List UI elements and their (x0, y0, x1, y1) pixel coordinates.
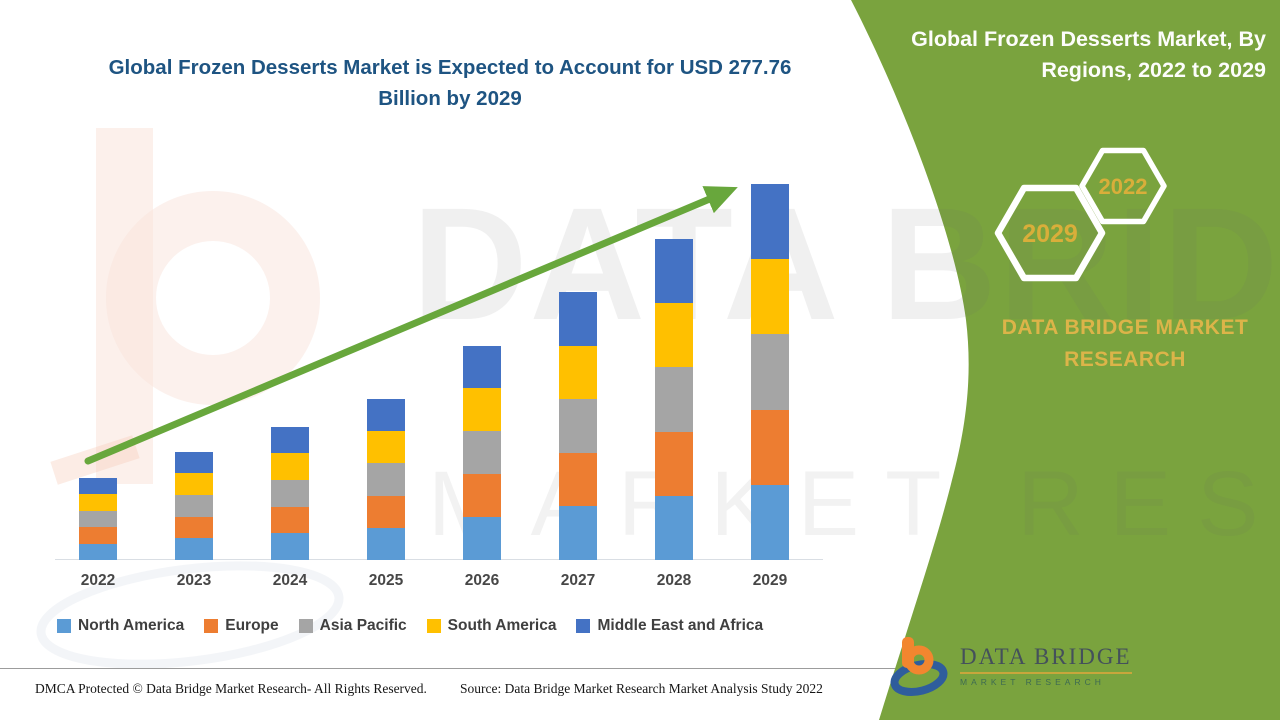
source-note: Source: Data Bridge Market Research Mark… (460, 681, 823, 696)
bar-segment-2029-europe (751, 409, 789, 485)
bar-segment-2023-europe (175, 516, 213, 539)
x-axis-label-2023: 2023 (176, 572, 212, 589)
bar-segment-2024-south-america (271, 453, 309, 480)
legend-label: Asia Pacific (319, 617, 407, 634)
panel-title: Global Frozen Desserts Market, By Region… (911, 27, 1266, 82)
bar-segment-2028-europe (655, 431, 693, 496)
panel-brand-name: DATA BRIDGE MARKET RESEARCH (1001, 316, 1249, 371)
company-logo: DATA BRIDGE MARKET RESEARCH (888, 634, 1132, 709)
legend-item-south-america: South America (426, 617, 557, 635)
bar-segment-2023-south-america (175, 473, 213, 495)
chart-legend: North America Europe Asia Pacific South Ame… (57, 617, 763, 635)
bar-2023 (175, 451, 213, 560)
bar-2028 (655, 239, 693, 560)
bar-segment-2024-europe (271, 506, 309, 534)
bar-segment-2022-south-america (79, 494, 117, 511)
bar-segment-2026-north-america (463, 517, 501, 560)
bar-segment-2024-asia-pacific (271, 479, 309, 507)
legend-item-asia-pacific: Asia Pacific (298, 617, 407, 635)
bar-segment-2025-europe (367, 495, 405, 528)
bar-segment-2023-middle-east-and-africa (175, 451, 213, 474)
bar-segment-2024-middle-east-and-africa (271, 426, 309, 454)
logo-blue-swoosh (890, 660, 948, 696)
bar-segment-2022-north-america (79, 543, 117, 560)
bar-segment-2028-middle-east-and-africa (655, 239, 693, 304)
page-title: Global Frozen Desserts Market is Expecte… (108, 56, 792, 110)
logo-orange-bowl (904, 645, 934, 675)
bar-2024 (271, 426, 309, 560)
bar-segment-2026-middle-east-and-africa (463, 345, 501, 389)
bar-segment-2025-asia-pacific (367, 463, 405, 496)
legend-item-europe: Europe (204, 617, 279, 635)
bar-2022 (79, 477, 117, 560)
x-axis-label-2024: 2024 (272, 572, 308, 589)
legend-item-north-america: North America (57, 617, 184, 635)
x-axis-label-2022: 2022 (80, 572, 116, 589)
legend-label: South America (447, 617, 557, 634)
bar-segment-2028-asia-pacific (655, 367, 693, 432)
bar-segment-2026-europe (463, 474, 501, 518)
legend-swatch-icon (298, 619, 313, 633)
bar-segment-2027-south-america (559, 345, 597, 400)
legend-swatch-icon (57, 619, 71, 633)
bar-segment-2027-europe (559, 452, 597, 507)
bar-segment-2023-asia-pacific (175, 494, 213, 517)
bar-segment-2025-north-america (367, 527, 405, 560)
bar-segment-2024-north-america (271, 533, 309, 560)
logo-title: DATA BRIDGE (960, 644, 1132, 674)
bar-segment-2026-asia-pacific (463, 431, 501, 475)
bar-segment-2027-asia-pacific (559, 399, 597, 453)
bar-segment-2022-middle-east-and-africa (79, 477, 117, 494)
x-axis-label-2028: 2028 (656, 572, 692, 589)
bar-segment-2029-asia-pacific (751, 334, 789, 410)
legend-label: Europe (225, 617, 279, 634)
bar-segment-2027-north-america (559, 506, 597, 560)
x-axis-line (55, 559, 823, 560)
x-axis-label-2026: 2026 (464, 572, 500, 589)
x-axis-label-2027: 2027 (560, 572, 596, 589)
bar-segment-2029-middle-east-and-africa (751, 184, 789, 260)
bar-2025 (367, 399, 405, 560)
bar-2027 (559, 292, 597, 560)
bar-segment-2029-north-america (751, 484, 789, 560)
legend-swatch-icon (204, 619, 219, 633)
legend-label: North America (78, 617, 185, 634)
x-axis-label-2029: 2029 (752, 572, 788, 589)
bar-segment-2025-south-america (367, 431, 405, 464)
bar-2026 (463, 345, 501, 560)
bar-segment-2028-south-america (655, 303, 693, 368)
legend-swatch-icon (576, 619, 591, 633)
x-axis-label-2025: 2025 (368, 572, 404, 589)
bar-segment-2026-south-america (463, 388, 501, 432)
bar-segment-2022-europe (79, 527, 117, 544)
logo-mark-icon (890, 637, 948, 696)
bar-segment-2029-south-america (751, 259, 789, 335)
legend-label: Middle East and Africa (597, 617, 764, 634)
bar-segment-2023-north-america (175, 538, 213, 560)
bar-segment-2027-middle-east-and-africa (559, 292, 597, 346)
bar-segment-2028-north-america (655, 495, 693, 560)
legend-swatch-icon (426, 619, 441, 633)
legend-item-middle-east-and-africa: Middle East and Africa (576, 617, 763, 635)
dmca-notice: DMCA Protected © Data Bridge Market Rese… (35, 681, 427, 696)
logo-tagline: MARKET RESEARCH (960, 677, 1105, 687)
bar-2029 (751, 184, 789, 560)
bar-segment-2022-asia-pacific (79, 510, 117, 527)
bar-segment-2025-middle-east-and-africa (367, 399, 405, 432)
